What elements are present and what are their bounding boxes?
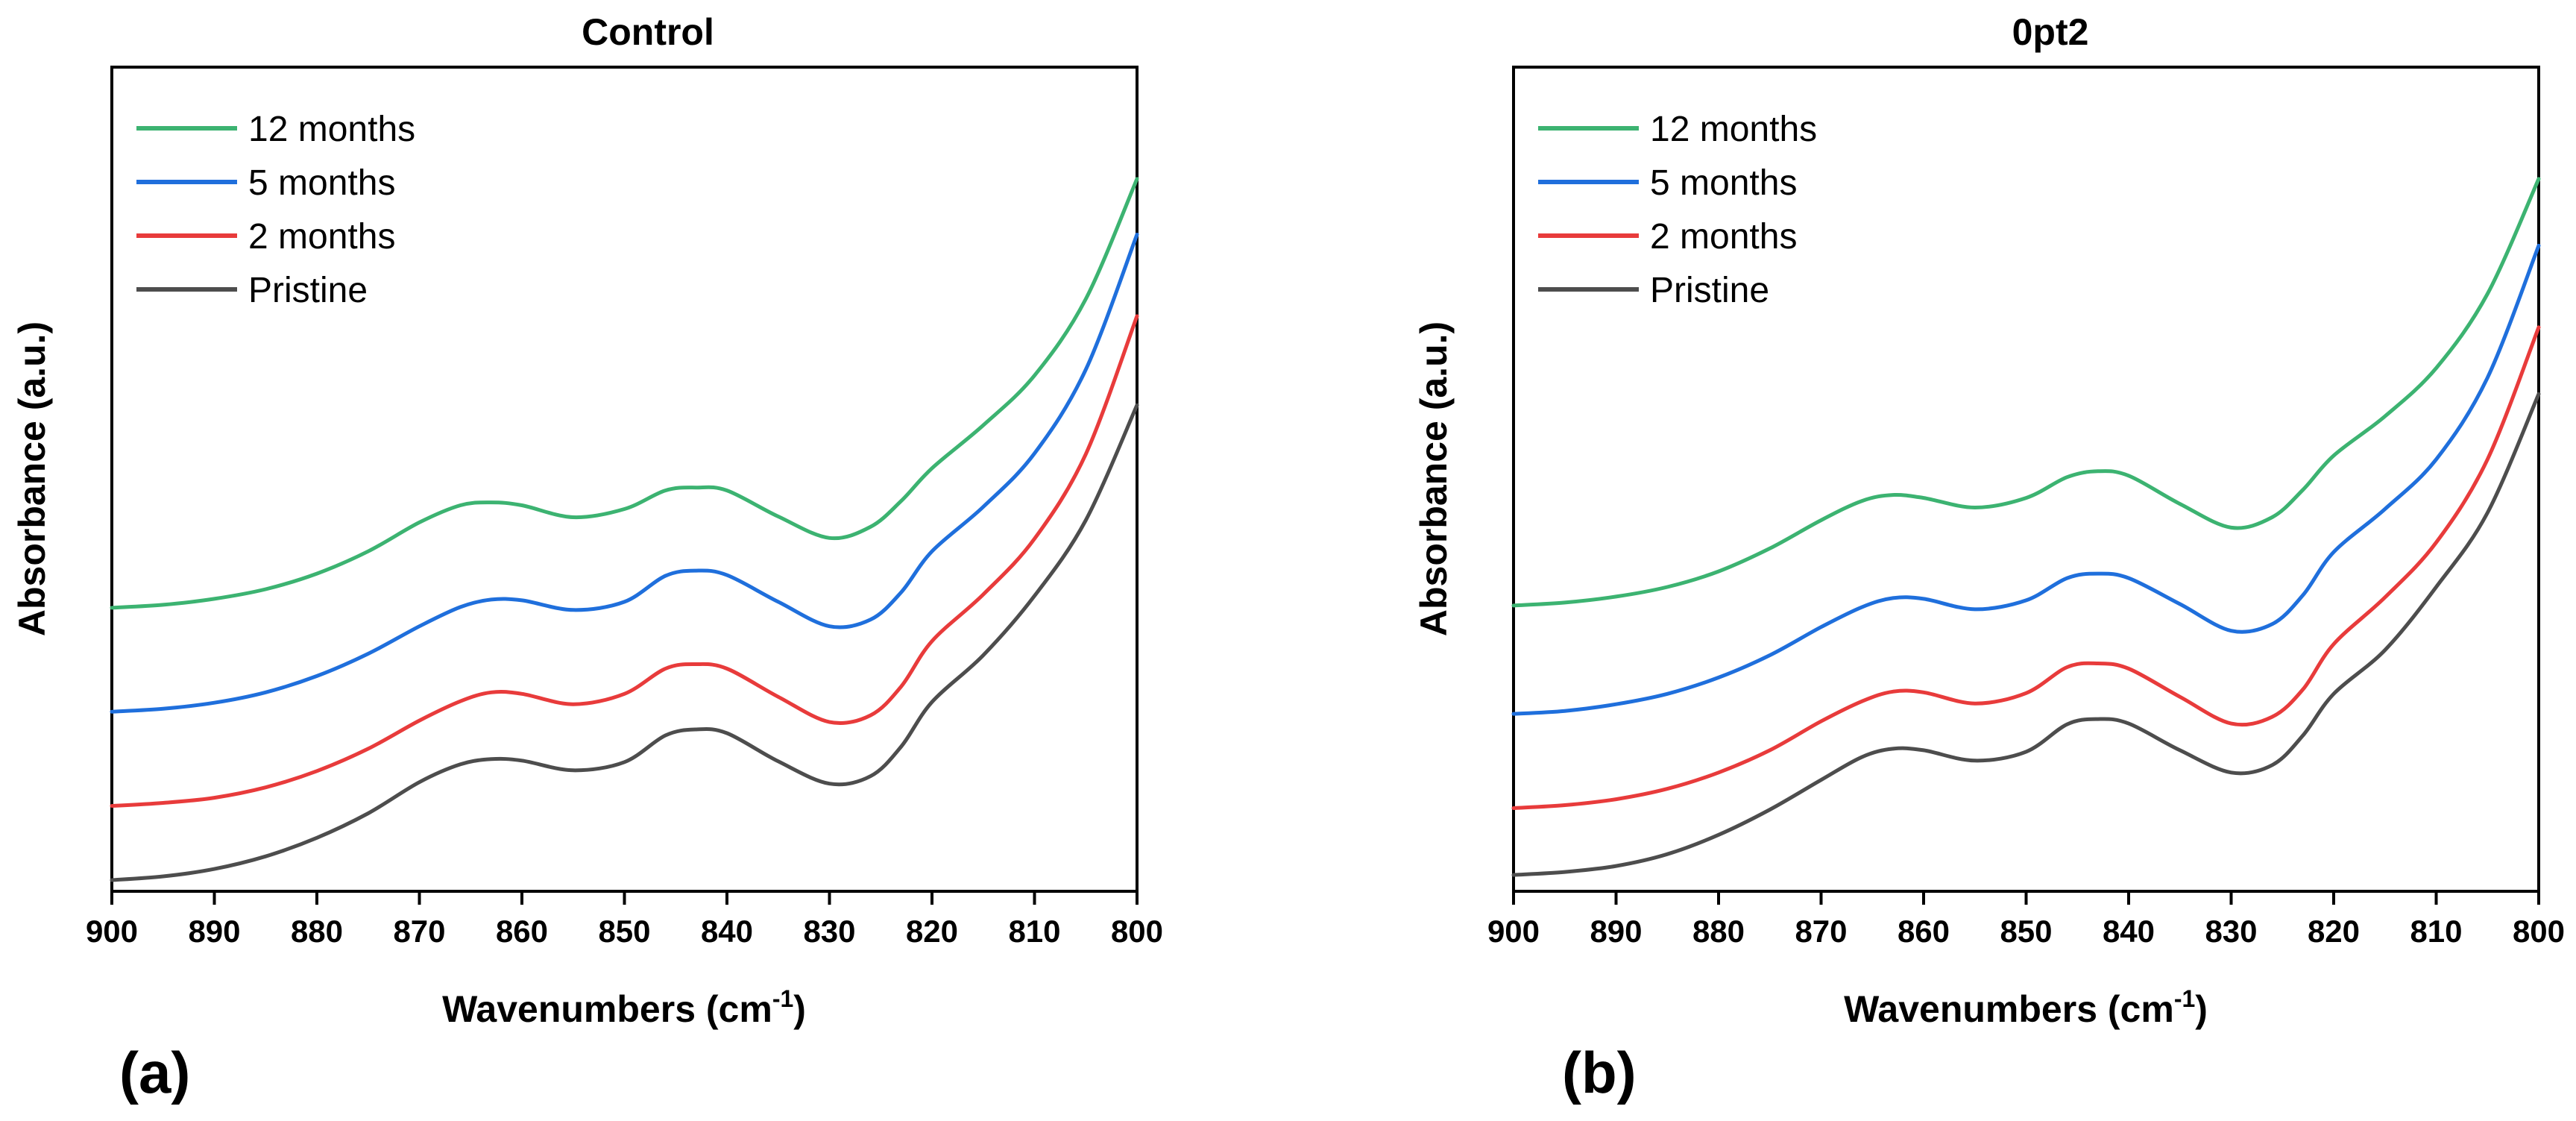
x-tick-label: 860 <box>496 914 548 949</box>
x-tick-label: 900 <box>1487 914 1540 949</box>
series-line-5-months <box>1511 243 2541 716</box>
x-tick-label: 830 <box>2205 914 2257 949</box>
x-axis-label: Wavenumbers (cm-1) <box>442 985 806 1030</box>
x-ticks: 900 890 880 870 860 850 840 830 820 810 800 <box>86 891 1163 949</box>
legend-label: 12 months <box>248 110 415 149</box>
panel-b: 0pt2 900 890 880 870 860 850 840 830 820 810 800 1… <box>1413 11 2565 1105</box>
x-tick-label: 870 <box>1795 914 1847 949</box>
series-line-12-months <box>1511 177 2541 608</box>
legend-label: 5 months <box>248 163 395 203</box>
legend-label: 2 months <box>248 217 395 257</box>
chart-title: Control <box>582 11 714 53</box>
x-tick-label: 850 <box>2000 914 2052 949</box>
x-ticks: 900 890 880 870 860 850 840 830 820 810 800 <box>1487 891 2565 949</box>
legend-label: 5 months <box>1650 163 1797 203</box>
x-tick-label: 840 <box>701 914 753 949</box>
x-tick-label: 800 <box>2513 914 2565 949</box>
legend-label: Pristine <box>248 271 368 310</box>
panel-label: (b) <box>1562 1040 1637 1105</box>
x-tick-label: 810 <box>2410 914 2462 949</box>
series-lines <box>1511 177 2541 877</box>
panel-a: Control 900 890 880 870 860 850 840 830 820 810 80… <box>11 11 1163 1105</box>
series-line-2-months <box>110 314 1139 808</box>
x-tick-label: 810 <box>1008 914 1060 949</box>
y-axis-label: Absorbance (a.u.) <box>11 321 53 636</box>
x-tick-label: 830 <box>803 914 855 949</box>
x-tick-label: 800 <box>1111 914 1163 949</box>
legend-label: 12 months <box>1650 110 1817 149</box>
x-tick-label: 890 <box>1590 914 1642 949</box>
x-tick-label: 840 <box>2103 914 2155 949</box>
x-tick-label: 820 <box>906 914 958 949</box>
x-tick-label: 880 <box>291 914 343 949</box>
x-tick-label: 860 <box>1898 914 1950 949</box>
chart-title: 0pt2 <box>2012 11 2089 53</box>
x-tick-label: 890 <box>188 914 240 949</box>
x-tick-label: 900 <box>86 914 138 949</box>
legend: 12 months 5 months 2 months Pristine <box>136 110 415 310</box>
panel-label: (a) <box>119 1040 190 1105</box>
x-tick-label: 880 <box>1692 914 1745 949</box>
x-tick-label: 820 <box>2308 914 2360 949</box>
legend-label: Pristine <box>1650 271 1769 310</box>
legend-label: 2 months <box>1650 217 1797 257</box>
x-tick-label: 850 <box>598 914 650 949</box>
x-axis-label: Wavenumbers (cm-1) <box>1844 985 2208 1030</box>
series-line-pristine <box>1511 392 2541 877</box>
series-line-5-months <box>110 232 1139 714</box>
series-line-pristine <box>110 403 1139 882</box>
legend: 12 months 5 months 2 months Pristine <box>1538 110 1817 310</box>
series-line-12-months <box>110 177 1139 610</box>
series-lines <box>110 177 1139 882</box>
y-axis-label: Absorbance (a.u.) <box>1413 321 1455 636</box>
series-line-2-months <box>1511 325 2541 810</box>
x-tick-label: 870 <box>393 914 445 949</box>
